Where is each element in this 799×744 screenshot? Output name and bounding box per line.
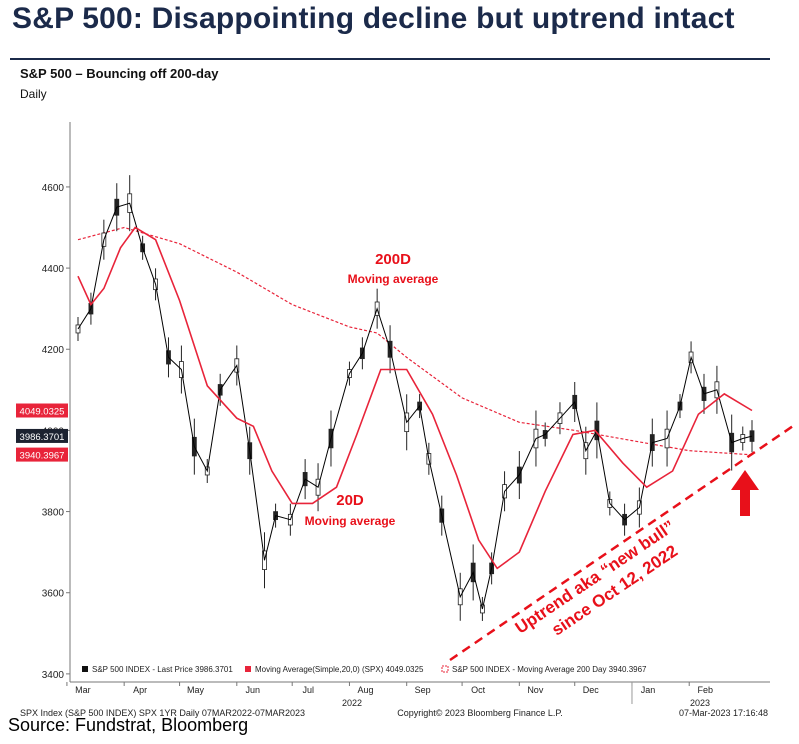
legend-ma20-swatch <box>245 666 251 672</box>
x-tick-label: Apr <box>133 685 147 695</box>
page-title: S&P 500: Disappointing decline but uptre… <box>12 2 735 35</box>
price-last-label: 3986.3701 <box>20 432 65 443</box>
year-label-2023: 2023 <box>690 698 710 708</box>
footer-center: Copyright© 2023 Bloomberg Finance L.P. <box>397 708 563 718</box>
uptrend-label-1: Uptrend aka “new bull” <box>512 517 678 638</box>
legend-ma200-swatch <box>441 665 449 673</box>
title-divider <box>10 58 770 60</box>
up-arrow-icon <box>731 470 759 516</box>
price-line <box>77 202 753 610</box>
legend-price-swatch <box>82 666 88 672</box>
ma20-line <box>77 226 753 570</box>
y-tick-label: 4400 <box>42 264 65 275</box>
chart-footer: SPX Index (S&P 500 INDEX) SPX 1YR Daily … <box>20 708 768 718</box>
price-last-label-box <box>16 428 68 443</box>
ma200-subtitle: Moving average <box>348 272 439 286</box>
footer-left: SPX Index (S&P 500 INDEX) SPX 1YR Daily … <box>20 708 305 718</box>
chart-lines <box>75 175 755 621</box>
ma200-title: 200D <box>375 251 411 268</box>
y-tick-label: 3800 <box>42 508 65 519</box>
ma20-title: 20D <box>336 492 364 509</box>
x-tick-label: Jun <box>246 685 261 695</box>
x-tick-label: Feb <box>697 685 713 695</box>
y-tick-label: 4200 <box>42 345 65 356</box>
y-tick-label: 4600 <box>42 183 65 194</box>
y-tick-label: 3600 <box>42 589 65 600</box>
ma200-last-label-box <box>16 447 68 462</box>
x-tick-label: Dec <box>583 685 600 695</box>
y-tick-label: 3400 <box>42 670 65 681</box>
x-tick-label: Jan <box>641 685 656 695</box>
legend-price: S&P 500 INDEX - Last Price 3986.3701 <box>92 665 233 674</box>
x-tick-label: Aug <box>357 685 373 695</box>
ma20-last-label-box <box>16 403 68 418</box>
ma200-last-label: 3940.3967 <box>20 451 65 462</box>
chart-subtitle: S&P 500 – Bouncing off 200-day <box>20 66 219 81</box>
x-tick-label: Jul <box>302 685 314 695</box>
x-tick-label: Mar <box>75 685 91 695</box>
x-tick-label: Nov <box>527 685 544 695</box>
ma20-last-label: 4049.0325 <box>20 407 65 418</box>
year-label-2022: 2022 <box>342 698 362 708</box>
legend-ma200: S&P 500 INDEX - Moving Average 200 Day 3… <box>452 665 647 674</box>
source-note: Source: Fundstrat, Bloomberg <box>8 715 249 735</box>
uptrend-line <box>449 422 797 662</box>
chart-labels: 4049.0325 3986.3701 3940.3967 <box>16 403 68 462</box>
chart-frequency: Daily <box>20 87 47 101</box>
x-tick-label: Sep <box>415 685 431 695</box>
price-candle-body <box>749 430 755 442</box>
ma200-line <box>77 226 753 456</box>
x-tick-label: Oct <box>471 685 486 695</box>
x-tick-label: May <box>187 685 205 695</box>
ma20-subtitle: Moving average <box>305 514 396 528</box>
legend-ma20: Moving Average(Simple,20,0) (SPX) 4049.0… <box>255 665 424 674</box>
chart-legend: S&P 500 INDEX - Last Price 3986.3701 Movi… <box>82 665 647 674</box>
footer-right: 07-Mar-2023 17:16:48 <box>679 708 768 718</box>
